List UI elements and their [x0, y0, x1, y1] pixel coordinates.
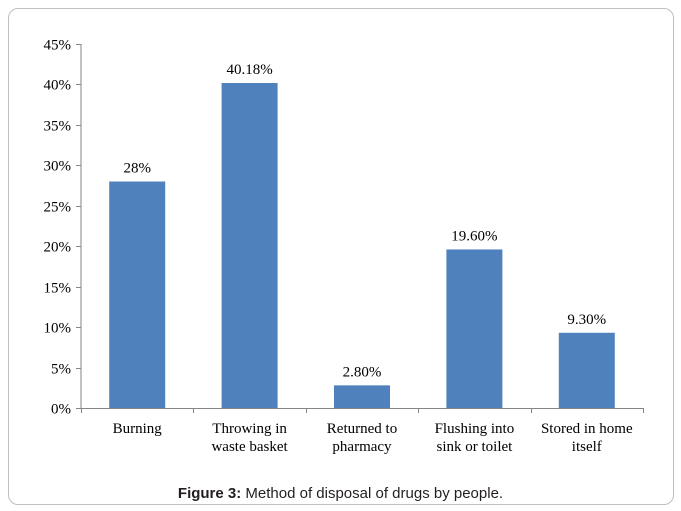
bars: 28% 40.18% 2.80% 19.60% 9.30% [109, 62, 615, 409]
caption-text: Method of disposal of drugs by people. [241, 485, 504, 502]
y-tick-label: 35% [44, 119, 72, 135]
y-tick-label: 10% [44, 321, 72, 337]
bar [558, 332, 615, 408]
x-category-label: Flushing into sink or toilet [435, 421, 515, 455]
y-axis: 0% 5% 10% 15% 20% 25% 30% 35% 40% 45% [44, 38, 82, 418]
bar [221, 82, 278, 409]
data-label: 40.18% [226, 62, 272, 78]
x-axis: Burning Throwing in waste basket Returned t… [81, 408, 644, 455]
y-tick-label: 25% [44, 200, 72, 216]
y-tick-label: 45% [44, 38, 72, 54]
y-tick-label: 5% [51, 362, 71, 378]
bar [446, 249, 503, 408]
x-category-label: Burning [113, 421, 163, 437]
data-label: 19.60% [451, 228, 497, 244]
x-category-label: Stored in home itself [541, 421, 633, 455]
y-tick-label: 15% [44, 281, 72, 297]
data-label: 9.30% [567, 312, 606, 328]
y-tick-label: 0% [51, 402, 71, 418]
figure-caption: Figure 3: Method of disposal of drugs by… [0, 485, 681, 502]
bar [109, 181, 166, 408]
x-category-label: Returned to pharmacy [327, 421, 397, 455]
y-tick-label: 20% [44, 240, 72, 256]
caption-label: Figure 3: [177, 485, 242, 502]
y-tick-label: 30% [44, 159, 72, 175]
data-label: 28% [123, 161, 151, 177]
data-label: 2.80% [343, 364, 382, 380]
y-tick-label: 40% [44, 78, 72, 94]
x-category-label: Throwing in waste basket [211, 421, 288, 455]
bar [334, 385, 390, 408]
